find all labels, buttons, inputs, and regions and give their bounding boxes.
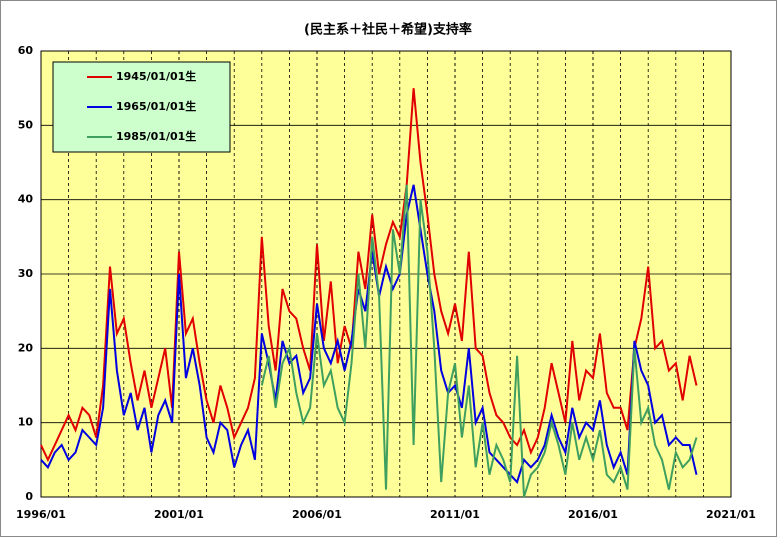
y-tick-label: 40 <box>18 193 34 206</box>
legend <box>52 61 231 153</box>
y-tick-label: 0 <box>25 490 33 503</box>
legend-label: 1985/01/01生 <box>116 129 196 143</box>
y-tick-label: 30 <box>18 267 34 280</box>
x-tick-label: 2016/01 <box>568 508 618 521</box>
grid <box>40 50 732 498</box>
y-tick-label: 50 <box>18 118 34 131</box>
y-tick-label: 10 <box>18 416 34 429</box>
x-tick-label: 1996/01 <box>16 508 66 521</box>
y-tick-label: 60 <box>18 44 34 57</box>
x-tick-label: 2006/01 <box>292 508 342 521</box>
series-line <box>260 184 698 498</box>
lines <box>40 88 698 498</box>
x-tick-label: 2021/01 <box>706 508 756 521</box>
chart-title: (民主系＋社民＋希望)支持率 <box>304 22 472 38</box>
x-tick-label: 2001/01 <box>154 508 204 521</box>
series-line <box>40 88 698 463</box>
legend-label: 1965/01/01生 <box>116 99 196 113</box>
legend-label: 1945/01/01生 <box>116 69 196 83</box>
y-tick-label: 20 <box>18 341 34 354</box>
x-tick-label: 2011/01 <box>430 508 480 521</box>
